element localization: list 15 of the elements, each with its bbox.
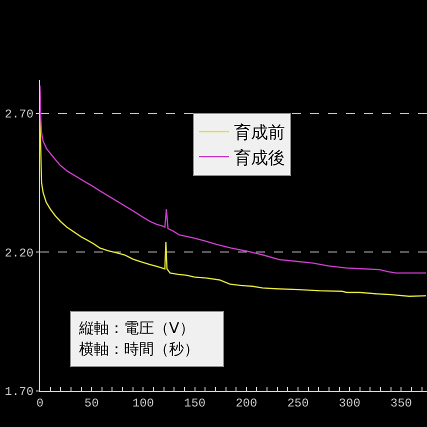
y-tick-label: 2.70 — [4, 108, 34, 122]
annotation: 横軸：時間（秒） — [79, 340, 199, 358]
x-tick-label: 50 — [84, 396, 99, 410]
x-tick-label: 200 — [236, 396, 258, 410]
x-tick-label: 250 — [287, 396, 309, 410]
y-tick-label: 2.20 — [4, 246, 34, 260]
legend-label: 育成前 — [234, 123, 285, 144]
x-tick-label: 0 — [36, 396, 44, 410]
annotation: 縦軸：電圧（V） — [78, 319, 194, 337]
legend-label: 育成後 — [234, 148, 285, 168]
x-tick-label: 350 — [390, 396, 412, 410]
x-tick-label: 150 — [184, 396, 206, 410]
y-tick-label: 1.70 — [4, 385, 34, 400]
x-tick-label: 300 — [338, 396, 360, 410]
x-tick-label: 100 — [132, 396, 154, 410]
